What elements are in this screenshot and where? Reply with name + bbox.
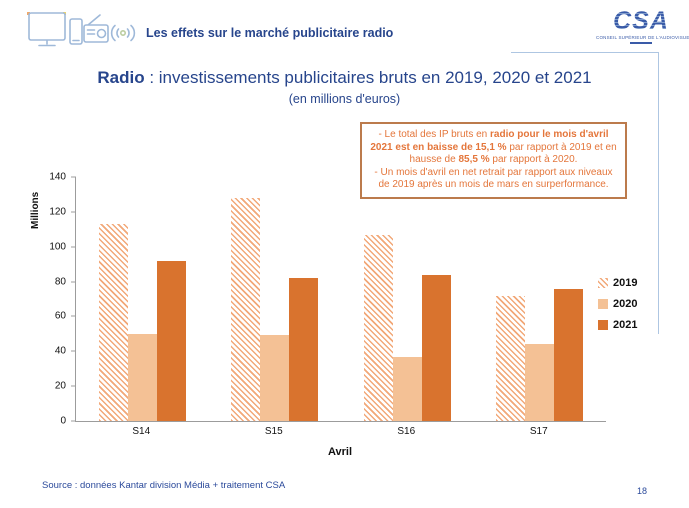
bar-2019-S17 [496,295,526,421]
bar-group-S16 [363,177,451,421]
decorative-corner-line [511,52,659,334]
bar-2019-S15 [231,197,261,421]
legend-label-2019: 2019 [613,277,638,289]
x-tick-label-S14: S14 [132,426,151,437]
bar-2019-S16 [363,234,393,421]
x-tick-label-S16: S16 [397,426,416,437]
legend-label-2020: 2020 [613,298,638,310]
annotation-text-2: par rapport à 2019 et en hausse de [409,141,617,166]
tv-icon [27,12,66,47]
y-tick-label-20: 20 [54,380,66,392]
legend-item-2019: 2019 [598,277,637,289]
y-tick-mark [71,176,76,178]
annotation-text-4: - Un mois d'avril en net retrait par rap… [374,166,613,191]
legend-swatch-2021 [598,320,608,330]
y-tick-mark [71,281,76,283]
bar-2021-S15 [289,278,319,421]
annotation-bold-1: radio pour le mois d'avril 2021 est en b… [370,129,609,153]
page-subtitle: (en millions d'euros) [288,92,401,106]
y-tick-label-100: 100 [49,241,66,253]
media-icons [26,8,144,55]
bar-group-S15 [231,177,319,421]
y-tick-mark [71,315,76,317]
bar-groups [76,177,606,421]
x-axis-title: Avril [327,446,353,458]
y-tick-mark [71,420,76,422]
y-tick-mark [71,350,76,352]
bar-group-S14 [98,177,186,421]
y-tick-label-80: 80 [54,276,66,288]
bar-2020-S17 [525,344,555,421]
chart-legend: 2019 2020 2021 [598,277,637,340]
annotation-text-3: par rapport à 2020. [489,154,578,166]
source-note: Source : données Kantar division Média +… [42,480,286,491]
phone-icon [69,18,83,45]
y-tick-mark [71,211,76,213]
waves-icon [110,24,136,42]
csa-logo-text: CSA [596,8,686,34]
header-title: Les effets sur le marché publicitaire ra… [146,26,394,40]
bar-2019-S14 [98,224,128,421]
annotation-box: - Le total des IP bruts en radio pour le… [360,122,627,199]
radio-icon [83,14,109,43]
csa-logo-rule [630,42,652,44]
bar-2021-S16 [421,274,451,421]
bar-2020-S15 [260,334,290,421]
csa-logo-caption: CONSEIL SUPÉRIEUR DE L'AUDIOVISUEL [596,35,689,40]
y-tick-mark [71,246,76,248]
y-axis-labels: 0 20 40 60 80 100 120 140 [38,172,70,427]
x-axis-labels: S14 S15 S16 S17 [75,426,605,437]
page-title-bold: Radio [97,68,145,87]
bar-group-S17 [496,177,584,421]
legend-item-2021: 2021 [598,319,637,331]
bar-2020-S16 [392,357,422,421]
y-tick-label-140: 140 [49,171,66,183]
y-tick-label-120: 120 [49,206,66,218]
y-tick-label-0: 0 [60,415,66,427]
legend-item-2020: 2020 [598,298,637,310]
csa-logo: CSA CONSEIL SUPÉRIEUR DE L'AUDIOVISUEL [596,8,689,44]
page-number: 18 [637,486,648,496]
bar-2021-S14 [156,260,186,421]
legend-swatch-2020 [598,299,608,309]
bar-2020-S14 [127,333,157,421]
x-tick-label-S15: S15 [264,426,283,437]
y-tick-label-60: 60 [54,310,66,322]
bar-2021-S17 [554,289,584,421]
y-tick-mark [71,385,76,387]
plot-area [71,176,606,422]
annotation-text-1: - Le total des IP bruts en [378,129,491,140]
page-title: Radio : investissements publicitaires br… [0,68,689,88]
y-tick-label-40: 40 [54,345,66,357]
annotation-bold-2: 85,5 % [458,154,490,166]
legend-swatch-2019 [598,278,608,288]
x-tick-label-S17: S17 [529,426,548,437]
page-title-rest: : investissements publicitaires bruts en… [144,68,592,87]
legend-label-2021: 2021 [613,319,638,331]
